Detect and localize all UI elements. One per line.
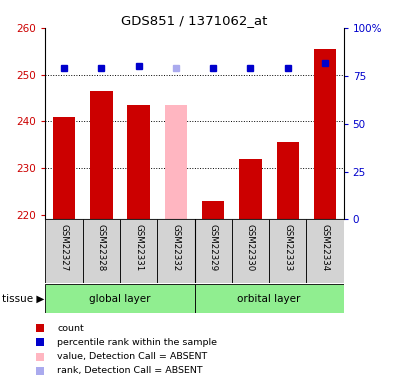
Bar xyxy=(202,201,224,219)
Bar xyxy=(239,159,261,219)
Bar xyxy=(276,142,299,219)
Text: GSM22328: GSM22328 xyxy=(97,224,106,271)
Text: GSM22330: GSM22330 xyxy=(246,224,255,271)
Bar xyxy=(120,219,157,283)
Bar xyxy=(157,219,194,283)
Bar xyxy=(83,219,120,283)
Text: orbital layer: orbital layer xyxy=(237,294,301,303)
Bar xyxy=(307,219,344,283)
Bar xyxy=(53,117,75,219)
Text: percentile rank within the sample: percentile rank within the sample xyxy=(57,338,217,347)
Text: GSM22333: GSM22333 xyxy=(283,224,292,271)
Bar xyxy=(194,284,344,313)
Text: rank, Detection Call = ABSENT: rank, Detection Call = ABSENT xyxy=(57,366,203,375)
Bar xyxy=(45,284,194,313)
Bar xyxy=(314,49,336,219)
Text: tissue ▶: tissue ▶ xyxy=(2,294,44,303)
Bar xyxy=(269,219,307,283)
Text: global layer: global layer xyxy=(89,294,151,303)
Text: count: count xyxy=(57,324,84,333)
Bar xyxy=(232,219,269,283)
Text: GSM22332: GSM22332 xyxy=(171,224,181,271)
Text: GSM22334: GSM22334 xyxy=(320,224,329,271)
Bar xyxy=(194,219,232,283)
Text: GSM22329: GSM22329 xyxy=(209,224,218,271)
Bar xyxy=(165,105,187,219)
Title: GDS851 / 1371062_at: GDS851 / 1371062_at xyxy=(121,14,268,27)
Text: GSM22327: GSM22327 xyxy=(60,224,69,271)
Text: GSM22331: GSM22331 xyxy=(134,224,143,271)
Text: value, Detection Call = ABSENT: value, Detection Call = ABSENT xyxy=(57,352,207,361)
Bar xyxy=(128,105,150,219)
Bar xyxy=(90,91,113,219)
Bar xyxy=(45,219,83,283)
